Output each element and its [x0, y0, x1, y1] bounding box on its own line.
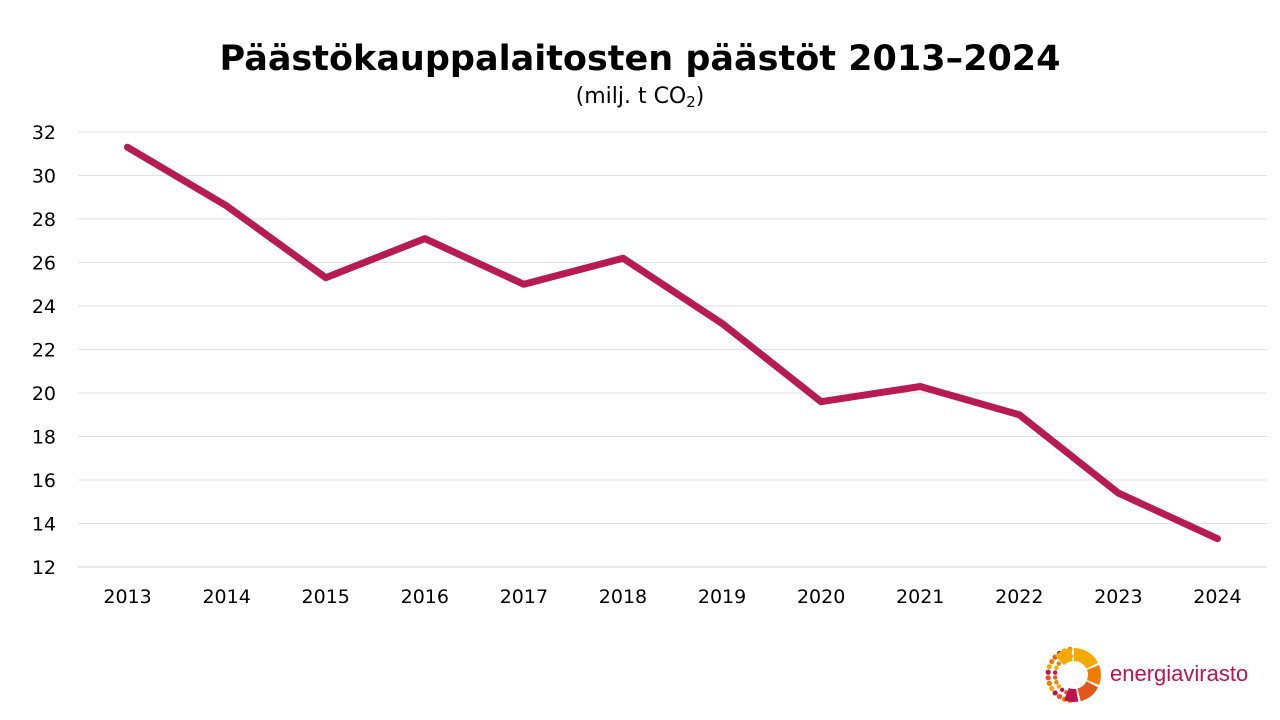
x-tick-label: 2021	[896, 586, 944, 608]
x-tick-label: 2015	[302, 586, 350, 608]
logo-segment	[1087, 665, 1101, 685]
y-tick-label: 16	[32, 470, 56, 492]
y-tick-label: 20	[32, 383, 56, 405]
energiavirasto-logo: energiavirasto	[1044, 645, 1259, 705]
logo-segment	[1074, 648, 1099, 669]
logo-dot	[1059, 687, 1065, 693]
gridlines	[78, 131, 1267, 568]
subtitle-subscript: 2	[686, 93, 696, 111]
y-tick-label: 24	[32, 296, 56, 318]
data-point	[721, 322, 724, 325]
logo-dot	[1045, 669, 1051, 675]
data-point	[1216, 537, 1219, 540]
data-point	[919, 385, 922, 388]
y-tick-label: 12	[32, 557, 56, 579]
logo-segment	[1054, 648, 1073, 666]
y-tick-label: 26	[32, 253, 56, 275]
x-tick-label: 2016	[401, 586, 449, 608]
x-tick-label: 2022	[995, 586, 1043, 608]
data-point	[225, 204, 228, 207]
data-point	[621, 257, 624, 260]
chart-title: Päästökauppalaitosten päästöt 2013–2024	[219, 39, 1061, 79]
series-layer	[124, 143, 1221, 543]
logo-dot	[1046, 680, 1052, 686]
logo-dot	[1049, 685, 1055, 692]
x-axis: 2013 2014 2015 2016 2017 2018 2019 2020 2021 2022…	[103, 586, 1241, 608]
data-point	[423, 237, 426, 240]
logo-dot	[1045, 675, 1051, 681]
logo-dot	[1054, 665, 1059, 671]
data-point	[1018, 413, 1021, 416]
x-tick-label: 2020	[797, 586, 845, 608]
x-tick-label: 2019	[698, 586, 746, 608]
y-tick-label: 32	[32, 122, 56, 144]
logo-dot	[1052, 675, 1058, 680]
y-tick-label: 30	[32, 166, 56, 188]
x-tick-label: 2018	[599, 586, 647, 608]
x-tick-label: 2024	[1193, 586, 1241, 608]
x-tick-label: 2014	[202, 586, 250, 608]
data-point	[522, 283, 525, 286]
data-point	[324, 276, 327, 279]
logo-dot	[1056, 661, 1061, 666]
chart-subtitle: (milj. t CO2)	[0, 82, 1280, 112]
logo-center	[1063, 664, 1085, 686]
series-line	[124, 143, 1221, 543]
logo-dot	[1054, 679, 1059, 685]
sun-icon	[1045, 646, 1101, 704]
data-point	[820, 400, 823, 403]
y-tick-label: 28	[32, 209, 56, 231]
logo-segment	[1077, 681, 1099, 702]
logo-dot	[1052, 690, 1058, 696]
logo-dot	[1052, 670, 1058, 675]
y-axis: 12 14 16 18 20 22 24 26 28 30 32	[32, 122, 56, 579]
x-tick-label: 2023	[1094, 586, 1142, 608]
data-point	[1117, 492, 1120, 495]
logo-dot	[1046, 664, 1052, 670]
logo-dot	[1056, 693, 1063, 700]
y-tick-label: 22	[32, 340, 56, 362]
y-tick-label: 14	[32, 514, 56, 536]
logo-dot	[1056, 684, 1061, 689]
logo-text: energiavirasto	[1110, 661, 1249, 686]
data-point	[126, 146, 129, 149]
x-tick-label: 2017	[500, 586, 548, 608]
x-tick-label: 2013	[103, 586, 151, 608]
logo-segment	[1064, 688, 1079, 702]
logo-dot	[1049, 658, 1055, 665]
subtitle-suffix: )	[695, 84, 705, 109]
y-tick-label: 18	[32, 427, 56, 449]
subtitle-prefix: (milj. t CO	[575, 84, 687, 109]
